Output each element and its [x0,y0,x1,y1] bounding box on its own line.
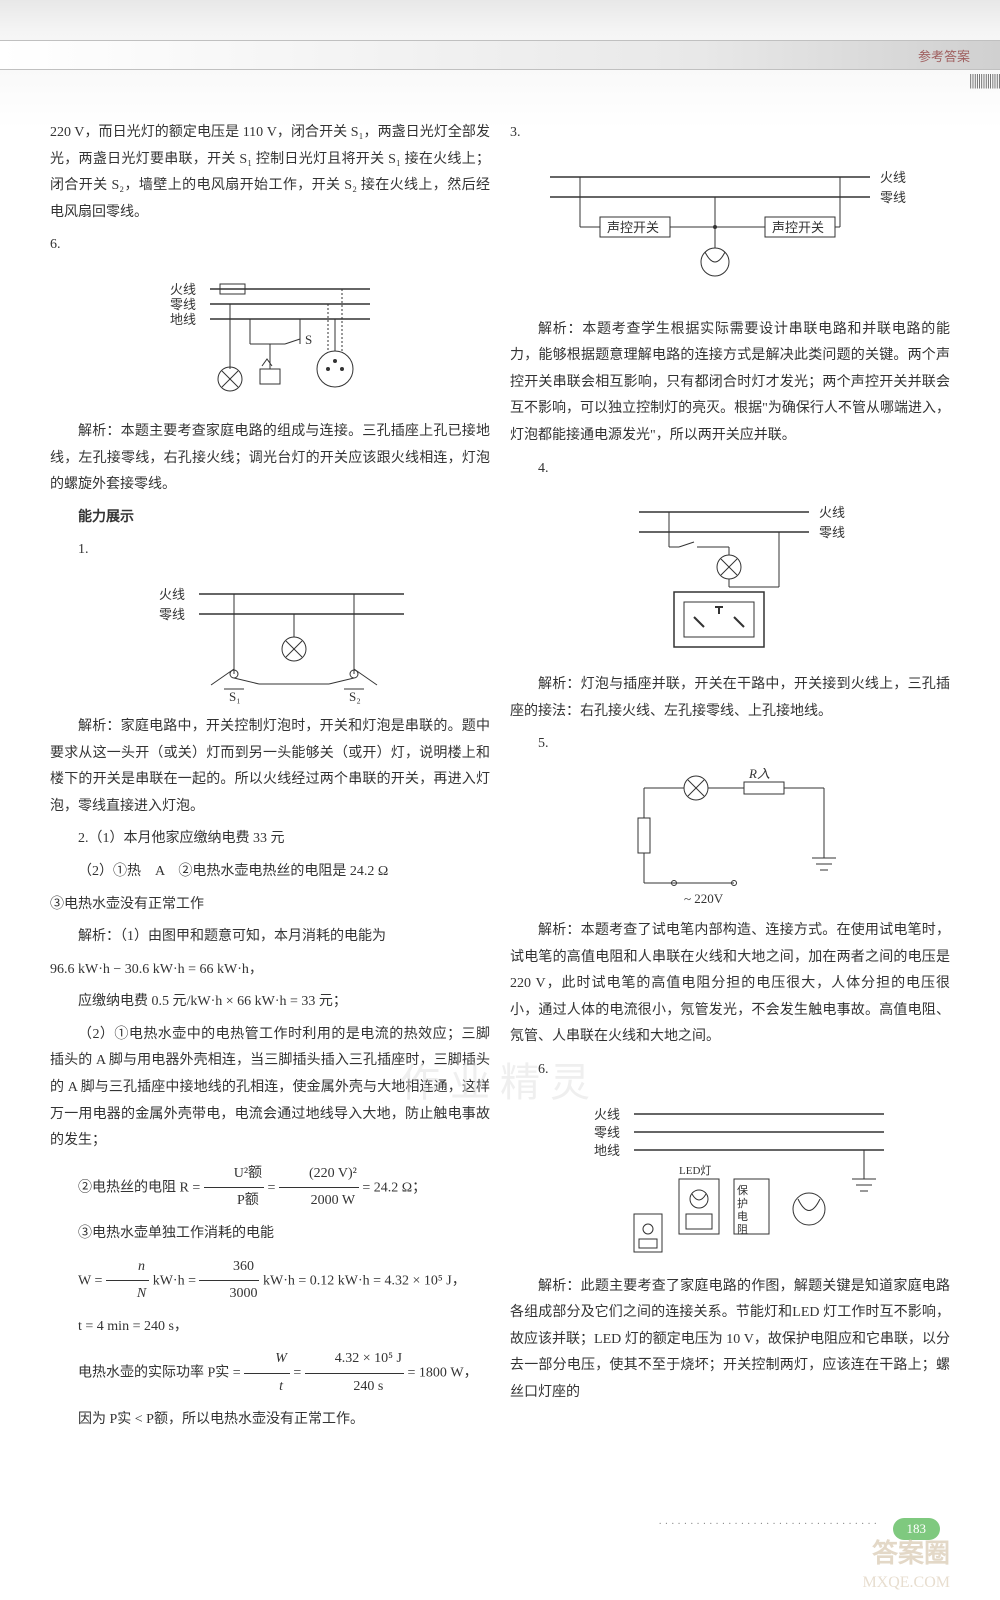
fraction: n N [106,1254,149,1308]
equation-fraction: W = n N kW·h = 360 3000 kW·h = 0.12 kW·h… [50,1254,490,1308]
item-3: 3. 火线 零线 声控开关 声控开关 [510,120,950,307]
eq-text: kW·h = [153,1273,200,1288]
watermark-2: MXQE.COM [862,1574,950,1592]
para: 解析：本题考查学生根据实际需要设计串联电路和并联电路的能力，能够根据题意理解电路… [510,317,950,450]
equation-fraction: 电热水壶的实际功率 P实 = W t = 4.32 × 10⁵ J 240 s … [50,1346,490,1400]
content-columns: 220 V，而日光灯的额定电压是 110 V，闭合开关 S₁，两盏日光灯全部发光… [50,120,950,1439]
denominator: N [106,1281,149,1308]
svg-text:声控开关: 声控开关 [772,220,824,235]
svg-text:火线: 火线 [594,1107,620,1122]
item-1: 1. 火线 零线 S₁ S₂ [50,537,490,704]
item-number: 3. [510,125,521,140]
eq-text: ②电热丝的电阻 R = [78,1180,204,1195]
eq-text: W = [78,1273,106,1288]
svg-text:S₁: S₁ [229,689,241,704]
right-column: 3. 火线 零线 声控开关 声控开关 [510,120,950,1439]
item-number: 5. [538,736,549,751]
eq-text: kW·h = 0.12 kW·h = 4.32 × 10⁵ J， [263,1273,466,1288]
diagram-5-icon: R入 ~ 220V [614,768,874,908]
svg-text:地线: 地线 [594,1143,620,1158]
diagram-6r-icon: 火线 零线 地线 LED灯 保 护 电 阻 [574,1094,914,1264]
svg-text:R入: R入 [748,768,770,781]
denominator: P额 [204,1188,264,1215]
para: 220 V，而日光灯的额定电压是 110 V，闭合开关 S₁，两盏日光灯全部发光… [50,120,490,226]
svg-text:零线: 零线 [819,525,845,540]
item-number: 1. [78,542,89,557]
numerator: (220 V)² [279,1161,359,1189]
diagram-1-icon: 火线 零线 S₁ S₂ [144,574,424,704]
fraction: 360 3000 [199,1254,259,1308]
numerator: 4.32 × 10⁵ J [305,1346,404,1374]
svg-text:S: S [305,332,312,347]
numerator: W [244,1346,290,1374]
para: 解析：（1）由图甲和题意可知，本月消耗的电能为 [50,924,490,951]
denominator: 3000 [199,1281,259,1308]
header-label: 参考答案 [918,46,970,65]
svg-text:保: 保 [737,1183,748,1197]
svg-text:电: 电 [737,1210,748,1223]
equation: 因为 P实 < P额，所以电热水壶没有正常工作。 [50,1407,490,1434]
item-2-2: （2）①热 A ②电热水壶电热丝的电阻是 24.2 Ω [50,859,490,886]
para: 解析：家庭电路中，开关控制灯泡时，开关和灯泡是串联的。题中要求从这一头开（或关）… [50,714,490,820]
para: 解析：本题考查了试电笔内部构造、连接方式。在使用试电笔时，试电笔的高值电阻和人串… [510,918,950,1051]
item-number: 4. [538,461,549,476]
svg-text:火线: 火线 [880,170,906,185]
eq-text: = [293,1366,304,1381]
eq-text: = [268,1180,279,1195]
eq-text: = 1800 W， [408,1366,478,1381]
equation: t = 4 min = 240 s， [50,1314,490,1341]
eq-text: = 24.2 Ω； [362,1180,426,1195]
watermark-faint: 作 业 精 灵 [400,1050,590,1108]
numerator: U²额 [204,1161,264,1189]
svg-text:护: 护 [737,1196,748,1210]
item-2-3: ③电热水壶没有正常工作 [50,892,490,919]
denominator: t [244,1374,290,1401]
svg-text:火线: 火线 [819,505,845,520]
svg-text:零线: 零线 [594,1125,620,1140]
item-2-1: 2.（1）本月他家应缴纳电费 33 元 [50,826,490,853]
item-4: 4. 火线 零线 [510,456,950,663]
svg-text:阻: 阻 [737,1223,748,1236]
equation: 96.6 kW·h − 30.6 kW·h = 66 kW·h， [50,957,490,984]
svg-text:零线: 零线 [170,297,196,312]
fraction: U²额 P额 [204,1161,264,1215]
svg-text:零线: 零线 [159,607,185,622]
svg-text:火线: 火线 [170,282,196,297]
diagram-3-icon: 火线 零线 声控开关 声控开关 [540,157,920,307]
item-5: 5. R入 ~ 220V [510,731,950,908]
diagram-6-icon: 火线 零线 地线 S [150,269,390,409]
equation: 应缴纳电费 0.5 元/kW·h × 66 kW·h = 33 元； [50,989,490,1016]
equation: ③电热水壶单独工作消耗的电能 [50,1221,490,1248]
para: 解析：灯泡与插座并联，开关在干路中，开关接到火线上，三孔插座的接法：右孔接火线、… [510,672,950,725]
fraction: W t [244,1346,290,1400]
denominator: 240 s [305,1374,404,1401]
watermark-1: 答案圈 [872,1533,950,1570]
item-number: 6. [50,237,61,252]
page-dots-icon: ··································· [658,1519,880,1530]
header-ticks: |||||||||||||| [969,72,1000,90]
svg-text:火线: 火线 [159,587,185,602]
svg-text:零线: 零线 [880,190,906,205]
equation-fraction: ②电热丝的电阻 R = U²额 P额 = (220 V)² 2000 W = 2… [50,1161,490,1215]
eq-text: 电热水壶的实际功率 P实 = [78,1366,244,1381]
numerator: 360 [199,1254,259,1282]
header-stripe: 参考答案 [0,40,1000,70]
fraction: (220 V)² 2000 W [279,1161,359,1215]
item-6: 6. 火线 零线 地线 S [50,232,490,409]
diagram-4-icon: 火线 零线 [619,492,869,662]
fraction: 4.32 × 10⁵ J 240 s [305,1346,404,1400]
para: 解析：此题主要考查了家庭电路的作图，解题关键是知道家庭电路各组成部分及它们之间的… [510,1274,950,1407]
svg-text:LED灯: LED灯 [679,1164,711,1177]
svg-text:~ 220V: ~ 220V [684,891,724,906]
svg-text:S₂: S₂ [349,689,361,704]
denominator: 2000 W [279,1188,359,1215]
section-heading: 能力展示 [50,505,490,532]
svg-text:声控开关: 声控开关 [607,220,659,235]
para: 解析：本题主要考查家庭电路的组成与连接。三孔插座上孔已接地线，左孔接零线，右孔接… [50,419,490,499]
left-column: 220 V，而日光灯的额定电压是 110 V，闭合开关 S₁，两盏日光灯全部发光… [50,120,490,1439]
numerator: n [106,1254,149,1282]
svg-text:地线: 地线 [170,312,196,327]
